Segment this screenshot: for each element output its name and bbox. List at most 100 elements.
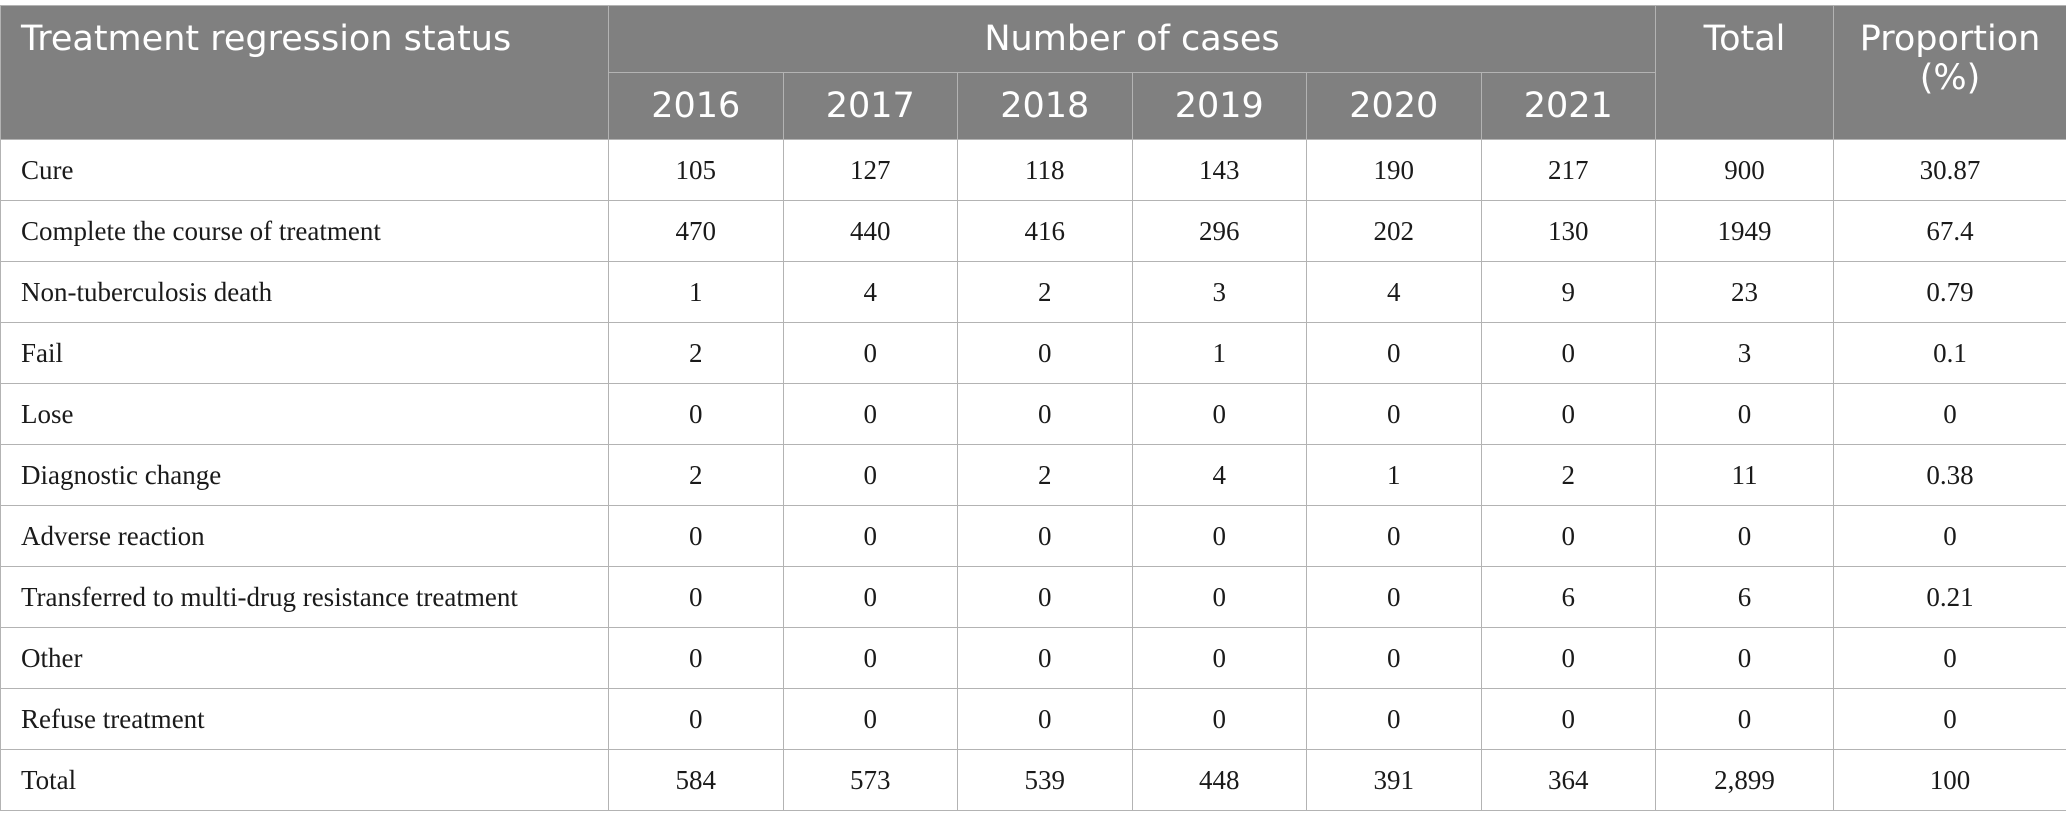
proportion-header: Proportion (%): [1833, 5, 2066, 140]
proportion-cell: 0: [1833, 505, 2066, 567]
year-cell: 0: [1306, 688, 1482, 750]
year-cell: 0: [1131, 688, 1307, 750]
year-cell: 0: [608, 505, 784, 567]
year-header: 2017: [782, 72, 958, 140]
year-cell: 0: [1306, 322, 1482, 384]
year-cell: 584: [608, 749, 784, 811]
year-header: 2018: [957, 72, 1133, 140]
table-row: Complete the course of treatment 470 440 41…: [0, 200, 2066, 262]
year-cell: 190: [1306, 139, 1482, 201]
year-cell: 0: [782, 505, 958, 567]
year-cell: 440: [782, 200, 958, 262]
table-row: Lose 0 0 0 0 0 0 0 0: [0, 383, 2066, 445]
total-cell: 6: [1655, 566, 1835, 628]
year-header: 2021: [1480, 72, 1657, 140]
year-cell: 127: [782, 139, 958, 201]
year-cell: 1: [608, 261, 784, 323]
year-cell: 573: [782, 749, 958, 811]
row-label: Total: [0, 749, 609, 811]
year-cell: 0: [608, 566, 784, 628]
table-body: Cure 105 127 118 143 190 217 900 30.87 Complete t…: [0, 139, 2066, 811]
year-cell: 2: [608, 444, 784, 506]
total-cell: 1949: [1655, 200, 1835, 262]
year-cell: 0: [957, 383, 1133, 445]
table-row: Total 584 573 539 448 391 364 2,899 100: [0, 749, 2066, 811]
table-row: Diagnostic change 2 0 2 4 1 2 11 0.38: [0, 444, 2066, 506]
table-row: Fail 2 0 0 1 0 0 3 0.1: [0, 322, 2066, 384]
total-cell: 0: [1655, 505, 1835, 567]
proportion-cell: 0: [1833, 688, 2066, 750]
proportion-cell: 0.79: [1833, 261, 2066, 323]
year-cell: 0: [1306, 383, 1482, 445]
year-cell: 2: [957, 261, 1133, 323]
table-row: Refuse treatment 0 0 0 0 0 0 0 0: [0, 688, 2066, 750]
year-cell: 0: [608, 688, 784, 750]
year-cell: 0: [957, 322, 1133, 384]
year-cell: 143: [1131, 139, 1307, 201]
year-cell: 0: [1480, 383, 1657, 445]
year-cell: 1: [1131, 322, 1307, 384]
proportion-cell: 0.1: [1833, 322, 2066, 384]
year-cell: 0: [1131, 627, 1307, 689]
year-cell: 0: [608, 383, 784, 445]
year-cell: 0: [957, 627, 1133, 689]
year-cell: 130: [1480, 200, 1657, 262]
row-label: Fail: [0, 322, 609, 384]
row-label: Diagnostic change: [0, 444, 609, 506]
year-cell: 364: [1480, 749, 1657, 811]
year-cell: 470: [608, 200, 784, 262]
year-cell: 0: [608, 627, 784, 689]
year-header: 2016: [608, 72, 784, 140]
year-cell: 105: [608, 139, 784, 201]
proportion-cell: 0: [1833, 627, 2066, 689]
total-cell: 0: [1655, 688, 1835, 750]
treatment-outcome-table: Treatment regression status Number of ca…: [0, 5, 2066, 811]
year-cell: 0: [957, 505, 1133, 567]
proportion-cell: 100: [1833, 749, 2066, 811]
year-cell: 296: [1131, 200, 1307, 262]
row-label: Lose: [0, 383, 609, 445]
total-cell: 0: [1655, 627, 1835, 689]
proportion-cell: 0: [1833, 383, 2066, 445]
year-cell: 202: [1306, 200, 1482, 262]
year-header: 2020: [1306, 72, 1482, 140]
year-cell: 0: [1306, 627, 1482, 689]
total-cell: 2,899: [1655, 749, 1835, 811]
year-cell: 0: [1131, 566, 1307, 628]
row-label: Refuse treatment: [0, 688, 609, 750]
table-row: Non-tuberculosis death 1 4 2 3 4 9 23 0.79: [0, 261, 2066, 323]
year-cell: 0: [1480, 688, 1657, 750]
proportion-cell: 0.21: [1833, 566, 2066, 628]
year-cell: 0: [1480, 322, 1657, 384]
group-header: Number of cases: [607, 5, 1657, 73]
year-cell: 0: [1131, 383, 1307, 445]
row-label: Non-tuberculosis death: [0, 261, 609, 323]
year-cell: 9: [1480, 261, 1657, 323]
proportion-cell: 30.87: [1833, 139, 2066, 201]
year-cell: 0: [782, 444, 958, 506]
year-cell: 217: [1480, 139, 1657, 201]
year-cell: 1: [1306, 444, 1482, 506]
proportion-cell: 67.4: [1833, 200, 2066, 262]
year-cell: 391: [1306, 749, 1482, 811]
total-cell: 23: [1655, 261, 1835, 323]
row-label: Transferred to multi-drug resistance tre…: [0, 566, 609, 628]
total-cell: 900: [1655, 139, 1835, 201]
table-row: Other 0 0 0 0 0 0 0 0: [0, 627, 2066, 689]
total-cell: 0: [1655, 383, 1835, 445]
year-cell: 539: [957, 749, 1133, 811]
year-cell: 4: [1131, 444, 1307, 506]
year-cell: 4: [1306, 261, 1482, 323]
year-cell: 0: [1480, 505, 1657, 567]
year-cell: 0: [782, 322, 958, 384]
row-header: Treatment regression status: [0, 5, 609, 140]
table-row: Cure 105 127 118 143 190 217 900 30.87: [0, 139, 2066, 201]
year-cell: 0: [782, 566, 958, 628]
table-row: Transferred to multi-drug resistance tre…: [0, 566, 2066, 628]
year-cell: 3: [1131, 261, 1307, 323]
total-cell: 11: [1655, 444, 1835, 506]
year-cell: 416: [957, 200, 1133, 262]
year-cell: 0: [1131, 505, 1307, 567]
year-cell: 0: [782, 688, 958, 750]
year-cell: 2: [608, 322, 784, 384]
